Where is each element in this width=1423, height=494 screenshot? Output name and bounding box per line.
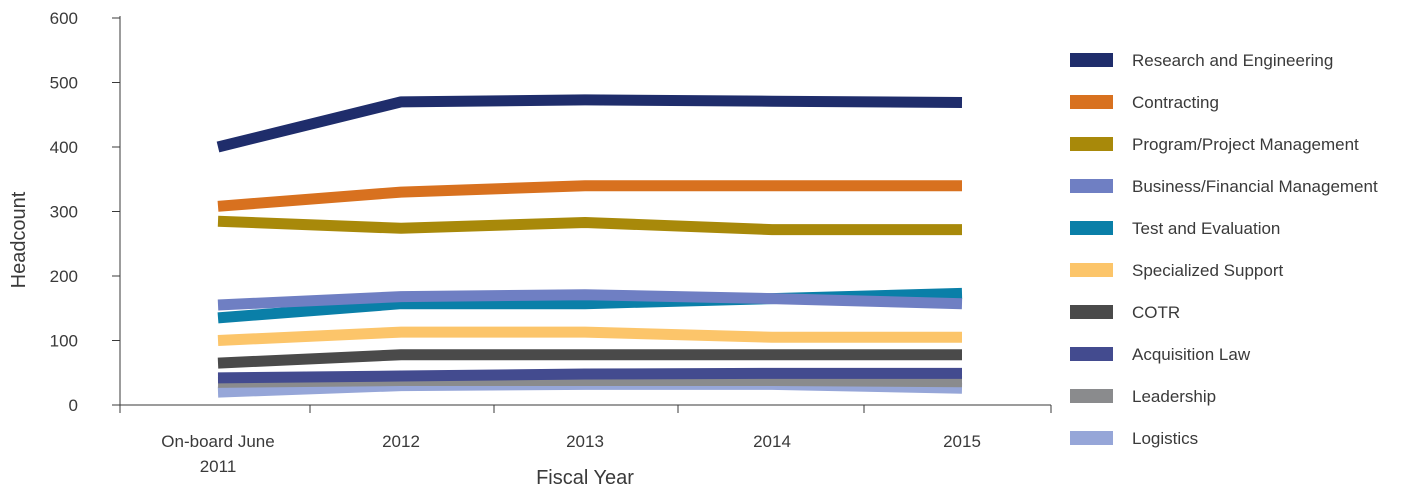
series-line-business-financial-management (217, 289, 963, 311)
legend-swatch-acquisition-law (1070, 347, 1113, 361)
legend-label-business-financial-management: Business/Financial Management (1132, 177, 1378, 196)
y-tick-label: 400 (50, 138, 78, 157)
series-line-cotr (217, 349, 962, 369)
legend: Research and Engineering Contracting Progr… (1070, 51, 1378, 448)
series-line-contracting (217, 180, 962, 212)
x-tick-label: 2012 (382, 432, 420, 451)
y-tick-label: 0 (69, 396, 78, 415)
legend-swatch-research-and-engineering (1070, 53, 1113, 67)
series-line-research-and-engineering (216, 94, 963, 153)
legend-label-program-project-management: Program/Project Management (1132, 135, 1359, 154)
legend-label-test-and-evaluation: Test and Evaluation (1132, 219, 1280, 238)
legend-label-acquisition-law: Acquisition Law (1132, 345, 1251, 364)
plot-lines (216, 94, 963, 398)
legend-swatch-leadership (1070, 389, 1113, 403)
legend-label-research-and-engineering: Research and Engineering (1132, 51, 1333, 70)
y-axis-title: Headcount (8, 191, 30, 288)
y-tick-label: 100 (50, 332, 78, 351)
x-tick-label: 2015 (943, 432, 981, 451)
legend-label-leadership: Leadership (1132, 387, 1216, 406)
series-line-program-project-management (217, 215, 962, 236)
y-tick-label: 500 (50, 74, 78, 93)
legend-label-specialized-support: Specialized Support (1132, 261, 1283, 280)
legend-label-contracting: Contracting (1132, 93, 1219, 112)
legend-swatch-logistics (1070, 431, 1113, 445)
x-tick-label: On-board June 2011 (161, 432, 274, 476)
y-tick-label: 300 (50, 203, 78, 222)
axes: 0 100 200 300 400 500 600 On-board June 2011 2012… (50, 9, 1052, 476)
series-line-acquisition-law (217, 367, 962, 384)
x-tick-label: 2014 (753, 432, 791, 451)
series-line-specialized-support (217, 326, 962, 346)
legend-label-logistics: Logistics (1132, 429, 1198, 448)
legend-swatch-specialized-support (1070, 263, 1113, 277)
legend-swatch-cotr (1070, 305, 1113, 319)
legend-label-cotr: COTR (1132, 303, 1180, 322)
legend-swatch-business-financial-management (1070, 179, 1113, 193)
x-tick-label: 2013 (566, 432, 604, 451)
y-tick-label: 200 (50, 267, 78, 286)
x-axis-title: Fiscal Year (536, 467, 634, 489)
y-tick-label: 600 (50, 9, 78, 28)
legend-swatch-test-and-evaluation (1070, 221, 1113, 235)
legend-swatch-program-project-management (1070, 137, 1113, 151)
legend-swatch-contracting (1070, 95, 1113, 109)
